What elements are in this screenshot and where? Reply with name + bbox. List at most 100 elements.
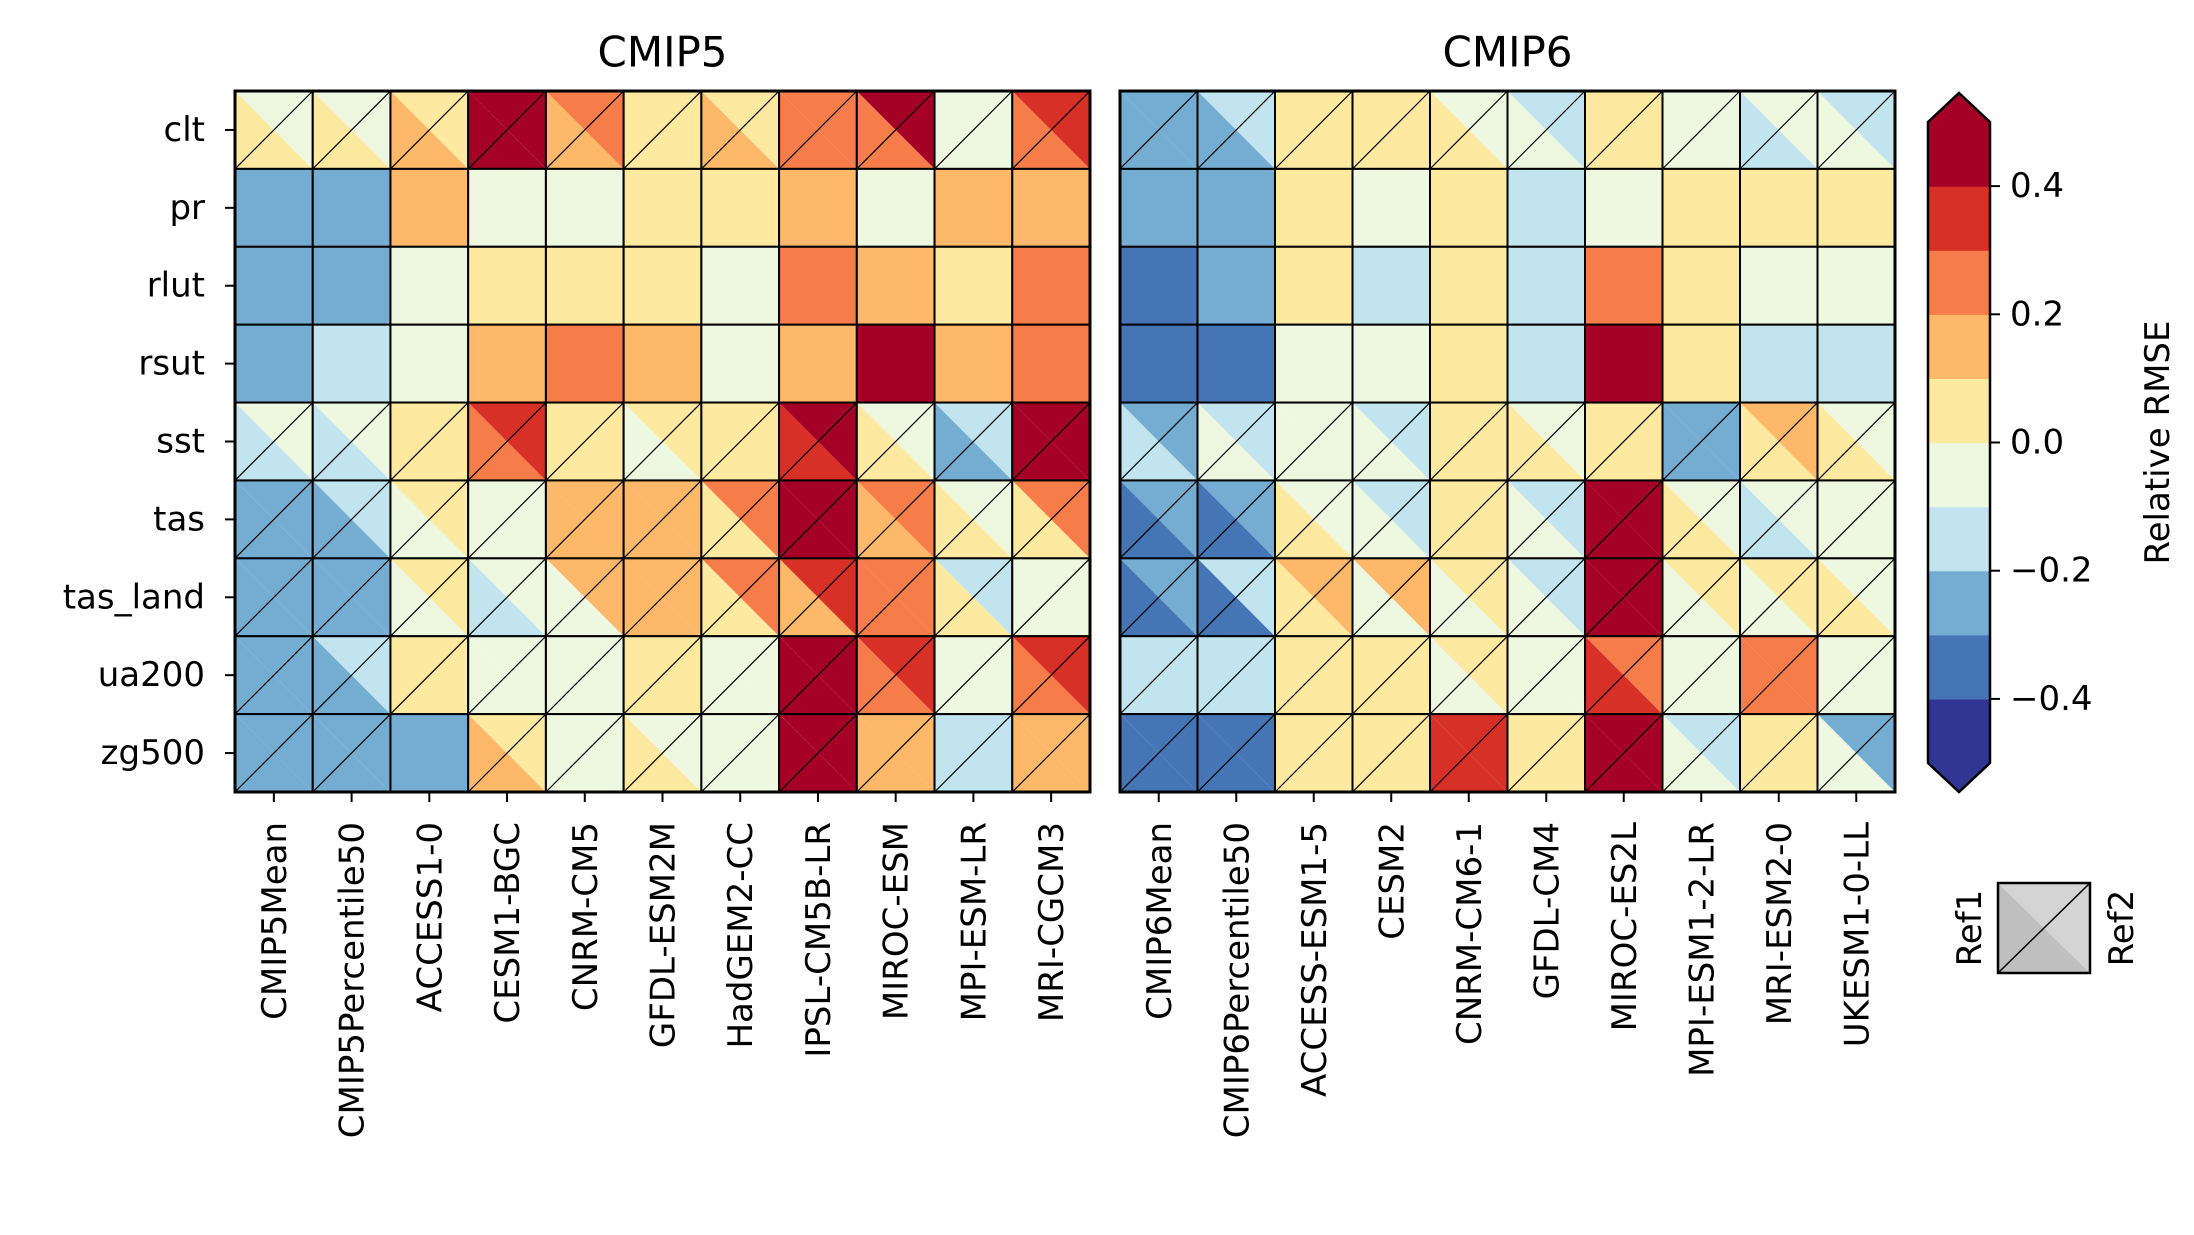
cell-cmip6-rlut-cnrm-cm6-1 bbox=[1429, 245, 1509, 326]
cell-cmip6-pr-access-esm1-5 bbox=[1274, 167, 1354, 248]
cell-diagonal bbox=[1662, 557, 1741, 637]
cell-cmip5-rsut-hadgem2-cc bbox=[700, 323, 781, 404]
cell-full bbox=[933, 245, 1014, 326]
cell-cmip6-tas-land-cesm2 bbox=[1351, 557, 1431, 638]
cell-cmip6-rsut-miroc-es2l bbox=[1584, 323, 1664, 404]
cell-diagonal bbox=[1197, 713, 1276, 793]
row-label-rsut: rsut bbox=[138, 344, 205, 384]
colorbar-segment bbox=[1928, 698, 1990, 764]
cell-cmip5-zg500-cmip5percentile50 bbox=[311, 713, 392, 793]
cell-full bbox=[1739, 323, 1819, 404]
cell-cmip5-tas-land-cnrm-cm5 bbox=[544, 557, 625, 638]
colorbar-segment bbox=[1928, 314, 1990, 379]
column-label-cesm2: CESM2 bbox=[1372, 822, 1412, 940]
column-label-cmip5mean: CMIP5Mean bbox=[255, 822, 295, 1020]
column-label-gfdl-esm2m: GFDL-ESM2M bbox=[644, 822, 684, 1048]
cell-diagonal bbox=[1197, 557, 1276, 637]
panel-cmip6: CMIP6 CMIP6Mean CMIP6Percentile50 ACCESS-ES… bbox=[1118, 28, 1897, 1138]
cell-diagonal bbox=[934, 402, 1013, 481]
cell-cmip5-tas-land-hadgem2-cc bbox=[700, 557, 781, 638]
cell-cmip5-clt-access1-0 bbox=[389, 90, 470, 170]
column-label-mri-cgcm3: MRI-CGCM3 bbox=[1032, 822, 1072, 1022]
cell-cmip6-ua200-miroc-es2l bbox=[1584, 635, 1664, 716]
cell-full bbox=[1196, 323, 1276, 404]
cell-cmip5-zg500-gfdl-esm2m bbox=[622, 713, 703, 793]
column-label-access1-0: ACCESS1-0 bbox=[410, 822, 450, 1012]
cell-diagonal bbox=[623, 557, 702, 637]
cell-diagonal bbox=[1197, 90, 1276, 170]
cell-cmip5-pr-cnrm-cm5 bbox=[544, 167, 625, 248]
cell-full bbox=[389, 713, 470, 793]
colorbar-segment bbox=[1928, 122, 1990, 187]
cell-full bbox=[544, 323, 625, 404]
cell-full bbox=[1429, 323, 1509, 404]
cell-cmip5-sst-mri-cgcm3 bbox=[1011, 401, 1091, 482]
cell-cmip6-clt-access-esm1-5 bbox=[1274, 90, 1354, 170]
row-label-tas: tas bbox=[153, 499, 205, 539]
column-label-miroc-es2l: MIROC-ES2L bbox=[1605, 822, 1645, 1031]
cell-cmip5-zg500-ipsl-cm5b-lr bbox=[778, 713, 858, 793]
cell-cmip6-ua200-ukesm1-0-ll bbox=[1816, 635, 1896, 716]
cell-cmip5-clt-mpi-esm-lr bbox=[933, 90, 1014, 170]
cell-cmip6-sst-cesm2 bbox=[1351, 401, 1431, 482]
cell-full bbox=[234, 245, 314, 326]
cell-cmip6-zg500-access-esm1-5 bbox=[1274, 713, 1354, 793]
cell-cmip5-zg500-mpi-esm-lr bbox=[933, 713, 1014, 793]
cell-cmip5-tas-ipsl-cm5b-lr bbox=[778, 479, 858, 560]
cell-cmip6-tas-land-cnrm-cm6-1 bbox=[1429, 557, 1509, 638]
cell-cmip5-ua200-access1-0 bbox=[389, 635, 470, 716]
cell-cmip5-tas-land-access1-0 bbox=[389, 557, 470, 638]
cell-diagonal bbox=[545, 713, 625, 793]
column-label-mri-esm2-0: MRI-ESM2-0 bbox=[1760, 822, 1800, 1025]
cell-cmip5-sst-access1-0 bbox=[389, 401, 470, 482]
cell-cmip6-rsut-cmip6mean bbox=[1119, 323, 1199, 404]
cell-full bbox=[1351, 323, 1431, 404]
cell-diagonal bbox=[623, 402, 702, 481]
colorbar-extend-bottom bbox=[1928, 763, 1990, 792]
cell-full bbox=[1584, 245, 1664, 326]
column-label-cmip6mean: CMIP6Mean bbox=[1140, 822, 1180, 1020]
cell-cmip5-rlut-mpi-esm-lr bbox=[933, 245, 1014, 326]
cell-diagonal bbox=[545, 90, 625, 170]
cell-cmip5-tas-hadgem2-cc bbox=[700, 479, 781, 560]
cell-diagonal bbox=[934, 635, 1013, 715]
cell-cmip6-rlut-cmip6mean bbox=[1119, 245, 1199, 326]
cell-cmip5-tas-gfdl-esm2m bbox=[622, 479, 703, 560]
cell-cmip6-pr-ukesm1-0-ll bbox=[1816, 167, 1896, 248]
cell-full bbox=[467, 323, 547, 404]
cell-diagonal bbox=[1739, 480, 1818, 559]
cell-diagonal bbox=[1584, 713, 1663, 793]
cell-full bbox=[544, 245, 625, 326]
cell-diagonal bbox=[312, 480, 391, 559]
cell-cmip6-zg500-gfdl-cm4 bbox=[1506, 713, 1586, 793]
cell-cmip6-sst-gfdl-cm4 bbox=[1506, 401, 1586, 482]
cell-diagonal bbox=[1507, 480, 1586, 559]
cell-full bbox=[1011, 245, 1091, 326]
cell-diagonal bbox=[1352, 713, 1431, 793]
column-label-cnrm-cm6-1: CNRM-CM6-1 bbox=[1450, 822, 1490, 1045]
cell-cmip6-tas-mpi-esm1-2-lr bbox=[1661, 479, 1741, 560]
colorbar-segment bbox=[1928, 250, 1990, 315]
column-label-mpi-esm-lr: MPI-ESM-LR bbox=[954, 822, 994, 1021]
cell-cmip5-tas-land-cmip5mean bbox=[234, 557, 314, 638]
cell-diagonal bbox=[778, 713, 858, 793]
cell-cmip5-rsut-cesm1-bgc bbox=[467, 323, 547, 404]
cell-cmip6-rsut-access-esm1-5 bbox=[1274, 323, 1354, 404]
cell-cmip5-pr-access1-0 bbox=[389, 167, 470, 248]
cell-diagonal bbox=[1429, 557, 1508, 637]
cell-cmip6-clt-cmip6percentile50 bbox=[1196, 90, 1276, 170]
cell-diagonal bbox=[1739, 635, 1818, 715]
cell-full bbox=[1274, 167, 1354, 248]
colorbar-tick-label: 0.0 bbox=[2010, 423, 2064, 463]
cell-diagonal bbox=[1011, 713, 1091, 793]
cell-cmip5-clt-cesm1-bgc bbox=[467, 90, 547, 170]
cell-diagonal bbox=[1274, 480, 1353, 559]
cell-diagonal bbox=[1352, 635, 1431, 715]
cell-cmip5-ua200-cmip5mean bbox=[234, 635, 314, 716]
row-label-tas-land: tas_land bbox=[63, 577, 205, 617]
cell-diagonal bbox=[1429, 90, 1508, 170]
cell-full bbox=[389, 167, 470, 248]
cell-diagonal bbox=[623, 480, 702, 559]
cell-cmip5-tas-access1-0 bbox=[389, 479, 470, 560]
colorbar-segment bbox=[1928, 570, 1990, 636]
